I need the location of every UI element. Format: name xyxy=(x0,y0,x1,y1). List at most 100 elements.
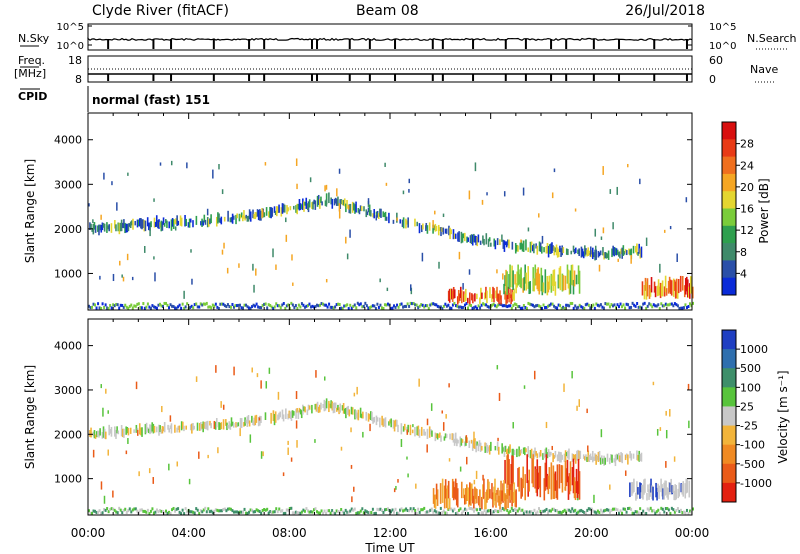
echo-cell xyxy=(592,509,595,513)
echo-cell xyxy=(577,510,580,514)
echo-cell xyxy=(681,275,684,291)
echo-cell xyxy=(168,510,171,514)
echo-cell xyxy=(454,432,457,444)
echo-cell xyxy=(94,434,97,439)
echo-cell xyxy=(207,305,210,309)
echo-cell xyxy=(238,213,241,222)
echo-cell xyxy=(261,304,264,308)
echo-cell xyxy=(633,303,636,307)
echo-cell xyxy=(453,507,456,511)
echo-cell xyxy=(100,512,103,516)
echo-cell xyxy=(566,508,569,512)
echo-cell xyxy=(552,453,554,463)
echo-cell xyxy=(541,307,543,311)
echo-cell xyxy=(572,509,575,513)
echo-cell xyxy=(604,252,607,259)
echo-cell xyxy=(573,477,576,499)
echo-cell xyxy=(511,289,513,302)
echo-cell xyxy=(496,269,498,274)
echo-cell xyxy=(189,510,192,514)
echo-cell xyxy=(370,511,373,515)
echo-cell xyxy=(412,424,414,428)
echo-cell xyxy=(409,507,412,511)
echo-cell xyxy=(585,454,587,461)
echo-cell xyxy=(525,510,528,514)
echo-cell xyxy=(531,458,534,484)
echo-cell xyxy=(477,234,480,243)
echo-cell xyxy=(242,510,245,514)
echo-cell xyxy=(473,233,475,243)
echo-cell xyxy=(202,220,204,226)
echo-cell xyxy=(512,492,514,504)
echo-cell xyxy=(162,426,165,432)
echo-cell xyxy=(636,481,638,499)
echo-cell xyxy=(416,426,419,436)
echo-cell xyxy=(652,303,655,307)
echo-cell xyxy=(112,303,115,307)
echo-cell xyxy=(325,193,328,205)
echo-cell xyxy=(134,304,137,308)
echo-cell xyxy=(574,247,577,254)
echo-cell xyxy=(622,303,625,307)
echo-cell xyxy=(486,489,488,503)
echo-cell xyxy=(676,291,679,299)
echo-cell xyxy=(471,440,474,451)
echo-cell xyxy=(338,209,341,219)
echo-cell xyxy=(138,218,141,227)
echo-cell xyxy=(497,487,499,503)
echo-cell xyxy=(141,427,143,437)
echo-cell xyxy=(636,450,638,461)
echo-cell xyxy=(383,212,386,218)
echo-cell xyxy=(91,305,94,309)
echo-cell xyxy=(565,303,568,307)
echo-cell xyxy=(357,409,360,421)
echo-cell xyxy=(534,511,537,515)
echo-cell xyxy=(272,510,275,514)
echo-cell xyxy=(370,305,373,309)
echo-cell xyxy=(228,305,231,309)
y-tick-label: 1000 xyxy=(54,267,82,280)
echo-cell xyxy=(477,304,480,308)
echo-cell xyxy=(690,304,693,308)
echo-cell xyxy=(510,506,513,510)
echo-cell xyxy=(475,441,477,453)
echo-cell xyxy=(487,238,490,247)
echo-cell xyxy=(604,457,607,465)
echo-cell xyxy=(259,209,261,221)
echo-cell xyxy=(620,248,622,255)
echo-cell xyxy=(680,483,683,493)
echo-cell xyxy=(459,286,462,298)
echo-cell xyxy=(326,305,329,309)
echo-cell xyxy=(612,222,614,230)
echo-cell xyxy=(251,415,253,423)
echo-cell xyxy=(411,429,414,434)
echo-cell xyxy=(645,281,648,300)
echo-cell xyxy=(506,294,508,304)
echo-cell xyxy=(454,304,457,308)
echo-cell xyxy=(253,213,255,219)
echo-cell xyxy=(430,507,433,511)
beam-title: Beam 08 xyxy=(356,3,419,19)
echo-cell xyxy=(476,236,479,247)
echo-cell xyxy=(459,436,462,448)
echo-cell xyxy=(349,303,352,307)
echo-cell xyxy=(496,286,498,301)
echo-cell xyxy=(230,217,233,223)
echo-cell xyxy=(137,302,140,306)
echo-cell xyxy=(482,302,485,306)
echo-cell xyxy=(474,235,476,243)
echo-cell xyxy=(127,427,130,436)
echo-cell xyxy=(523,385,526,389)
echo-cell xyxy=(562,247,565,254)
echo-cell xyxy=(518,305,521,309)
echo-cell xyxy=(522,447,525,454)
echo-cell xyxy=(467,511,470,515)
echo-cell xyxy=(557,303,560,307)
echo-cell xyxy=(411,509,414,513)
echo-cell xyxy=(490,441,492,451)
echo-cell xyxy=(369,411,372,421)
echo-cell xyxy=(570,264,573,285)
echo-cell xyxy=(264,508,267,512)
echo-cell xyxy=(522,240,525,252)
echo-cell xyxy=(92,219,94,223)
